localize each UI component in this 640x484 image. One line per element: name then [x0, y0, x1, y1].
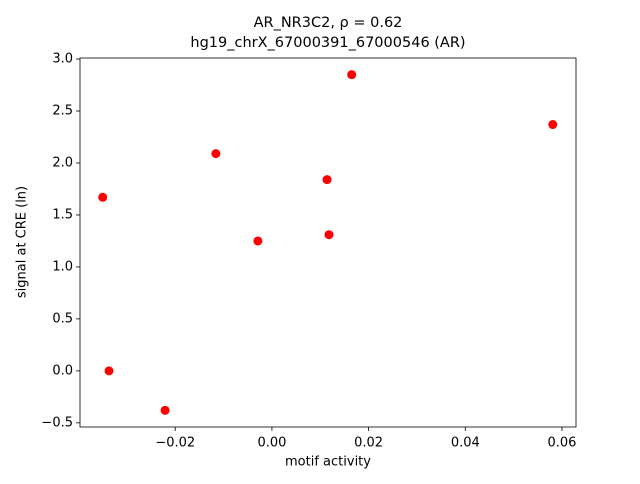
- point: [548, 120, 558, 130]
- plot-frame: [79, 57, 577, 428]
- x-tick-label: 0.06: [548, 436, 577, 451]
- y-tick-label: 1.0: [52, 259, 73, 274]
- point: [253, 236, 263, 246]
- y-tick-label: 1.5: [52, 207, 73, 222]
- point: [322, 175, 332, 185]
- x-tick-label: −0.02: [155, 436, 195, 451]
- x-tick-label: 0.02: [354, 436, 383, 451]
- y-tick-label: 0.0: [52, 363, 73, 378]
- chart-title: AR_NR3C2, ρ = 0.62: [254, 15, 403, 31]
- point: [104, 366, 114, 376]
- y-tick-label: 0.5: [52, 311, 73, 326]
- y-tick-label: −0.5: [41, 415, 73, 430]
- x-tick-label: 0.00: [257, 436, 286, 451]
- point: [347, 70, 357, 80]
- chart-subtitle: hg19_chrX_67000391_67000546 (AR): [190, 35, 465, 51]
- x-axis-label: motif activity: [285, 455, 371, 470]
- y-tick-label: 2.5: [52, 104, 73, 119]
- y-tick-label: 3.0: [52, 52, 73, 67]
- y-axis-label: signal at CRE (ln): [15, 186, 30, 298]
- point: [160, 405, 170, 415]
- x-tick-label: 0.04: [451, 436, 480, 451]
- point: [324, 230, 334, 240]
- point: [211, 149, 221, 159]
- point: [98, 192, 108, 202]
- y-tick-label: 2.0: [52, 155, 73, 170]
